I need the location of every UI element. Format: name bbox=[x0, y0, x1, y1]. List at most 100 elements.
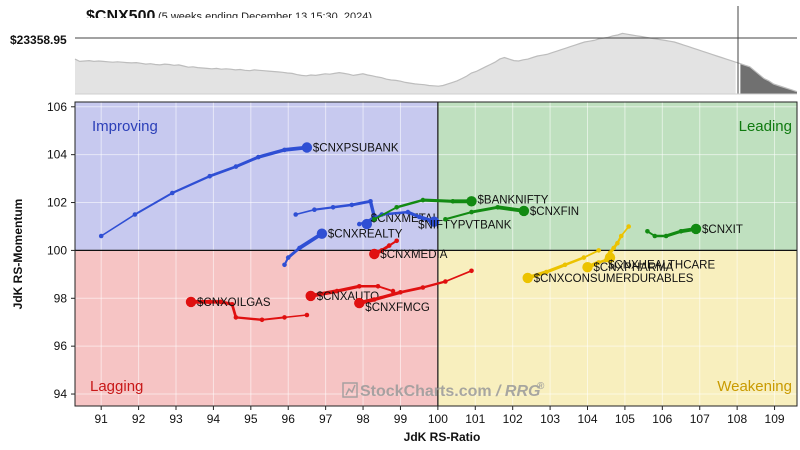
series-tail-segment bbox=[421, 198, 455, 203]
series-cnxhealthcare: $CNXHEALTHCARE bbox=[604, 224, 715, 272]
series-tail-point bbox=[368, 199, 373, 204]
center-crosshair bbox=[75, 102, 797, 406]
series-tail-segment bbox=[444, 211, 473, 221]
benchmark-price-panel bbox=[74, 6, 798, 95]
series-tail-point bbox=[443, 217, 448, 222]
series-tail-segment bbox=[377, 285, 394, 293]
series-head-point bbox=[522, 272, 533, 284]
series-tail-point bbox=[562, 262, 568, 268]
series-tail-point bbox=[375, 284, 381, 289]
series-tail-segment bbox=[368, 199, 376, 219]
x-tick-label: 109 bbox=[765, 412, 785, 426]
series-niftypvtbank: $NIFTYPVTBANK bbox=[357, 209, 512, 232]
series-tail-point bbox=[282, 315, 287, 320]
x-tick-label: 95 bbox=[244, 412, 258, 426]
series-tail-point bbox=[357, 221, 362, 227]
series-head-point bbox=[316, 228, 328, 239]
series-tail-point bbox=[372, 217, 377, 222]
series-tail-point bbox=[394, 238, 400, 244]
series-tail-point bbox=[98, 233, 104, 239]
series-label-cnxfmcg: $CNXFMCG bbox=[365, 302, 430, 314]
series-tail-segment bbox=[171, 175, 211, 195]
quadrant-label-weakening: Weakening bbox=[717, 378, 792, 395]
series-tail-point bbox=[170, 190, 175, 196]
series-tail-point bbox=[285, 255, 291, 260]
watermark-reg-mark: ® bbox=[537, 381, 545, 392]
series-tail-point bbox=[233, 315, 239, 320]
series-tail-point bbox=[450, 199, 456, 204]
x-tick-label: 92 bbox=[132, 412, 146, 426]
series-tail-point bbox=[469, 209, 474, 215]
series-tail-point bbox=[652, 233, 658, 239]
y-axis-ticks: 94 96 98 100 102 104 106 bbox=[47, 100, 75, 401]
series-tail-segment bbox=[294, 208, 316, 216]
plot-frame bbox=[74, 101, 798, 407]
series-tail-segment bbox=[313, 206, 335, 211]
series-tail-point bbox=[405, 209, 411, 215]
series-tail-segment bbox=[372, 290, 403, 302]
series-head-point bbox=[582, 262, 593, 273]
series-head-point bbox=[690, 223, 702, 235]
series-tail-point bbox=[372, 297, 377, 302]
series-head-point bbox=[185, 296, 197, 308]
series-tail-segment bbox=[664, 229, 683, 238]
stockcharts-watermark: StockCharts.com / RRG ® bbox=[342, 381, 545, 400]
y-tick-label: 102 bbox=[47, 196, 67, 210]
x-tick-label: 100 bbox=[428, 412, 448, 426]
benchmark-price-line bbox=[74, 32, 798, 93]
x-tick-label: 97 bbox=[319, 412, 333, 426]
series-tail-segment bbox=[470, 205, 500, 214]
stockcharts-logo-chart-icon bbox=[345, 384, 356, 396]
series-tail-point bbox=[469, 268, 474, 274]
series-label-cnxrealty: $CNXREALTY bbox=[328, 229, 403, 241]
series-tail-point bbox=[678, 229, 684, 234]
series-cnxpharma: $CNXPHARMA bbox=[582, 257, 674, 274]
series-tail-point bbox=[357, 284, 362, 289]
series-tail-point bbox=[581, 255, 587, 260]
series-label-banknifty: $BANKNIFTY bbox=[478, 194, 549, 206]
series-label-cnxconsumerdurables: $CNXCONSUMERDURABLES bbox=[534, 273, 694, 285]
x-tick-label: 101 bbox=[465, 412, 485, 426]
x-axis-title: JdK RS-Ratio bbox=[404, 430, 481, 444]
x-tick-label: 93 bbox=[169, 412, 183, 426]
rrg-series-layer: $CNXPSUBANK$CNXREALTY$CNXMETAL$NIFTYPVTB… bbox=[98, 142, 743, 323]
series-label-niftypvtbank: $NIFTYPVTBANK bbox=[418, 220, 512, 232]
series-head-point bbox=[369, 248, 380, 260]
watermark-brand: StockCharts.com bbox=[360, 383, 492, 400]
series-tail-point bbox=[304, 312, 310, 318]
series-tail-segment bbox=[373, 206, 398, 221]
y-tick-label: 94 bbox=[54, 387, 68, 401]
x-tick-label: 104 bbox=[577, 412, 597, 426]
series-head-point bbox=[301, 142, 313, 153]
series-tail-point bbox=[443, 279, 448, 284]
series-tail-point bbox=[282, 147, 287, 153]
series-tail-segment bbox=[283, 314, 308, 319]
benchmark-area-history bbox=[75, 33, 736, 94]
series-label-cnxpsubank: $CNXPSUBANK bbox=[313, 143, 399, 155]
series-tail-point bbox=[297, 245, 302, 251]
series-tail-point bbox=[229, 302, 235, 307]
x-tick-label: 107 bbox=[690, 412, 710, 426]
y-tick-label: 100 bbox=[47, 243, 67, 257]
series-tail-point bbox=[293, 212, 299, 217]
series-tail-point bbox=[132, 212, 138, 217]
series-tail-point bbox=[495, 205, 501, 210]
quadrant-improving-bg bbox=[75, 102, 438, 251]
y-tick-label: 96 bbox=[54, 339, 68, 353]
stockcharts-logo-icon bbox=[342, 382, 358, 398]
series-head-point bbox=[354, 297, 365, 309]
series-label-cnxpharma: $CNXPHARMA bbox=[594, 262, 674, 274]
series-cnxrealty: $CNXREALTY bbox=[282, 228, 403, 268]
series-tail-segment bbox=[331, 203, 354, 209]
series-tail-point bbox=[334, 288, 340, 294]
series-tail-point bbox=[615, 240, 620, 246]
x-tick-label: 94 bbox=[207, 412, 221, 426]
series-tail-segment bbox=[563, 256, 586, 267]
series-tail-segment bbox=[444, 269, 473, 283]
series-tail-point bbox=[645, 229, 650, 234]
series-tail-point bbox=[390, 288, 396, 294]
series-tail-point bbox=[330, 205, 336, 210]
x-tick-label: 99 bbox=[394, 412, 408, 426]
series-tail-point bbox=[379, 248, 385, 253]
